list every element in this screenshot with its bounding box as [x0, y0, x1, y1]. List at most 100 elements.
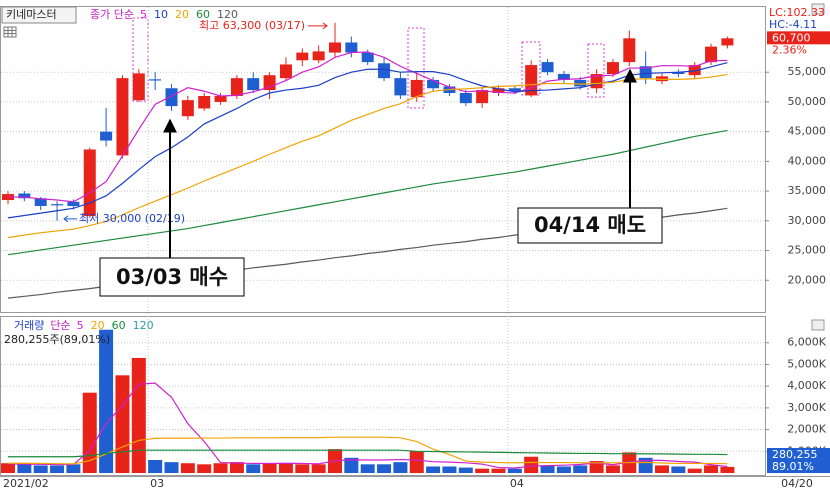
y-tick-label: 40,000 [788, 154, 827, 167]
volume-bar [17, 464, 32, 473]
price-panel-frame [0, 6, 766, 313]
volume-bar [687, 468, 702, 473]
low-note-arrow [63, 215, 78, 223]
candle-body [394, 78, 407, 96]
volume-legend-value: 280,255주(89,01%) [4, 333, 110, 346]
candle-body [149, 79, 162, 81]
volume-bar [197, 464, 212, 473]
legend-title: 거래량 [14, 319, 44, 332]
volume-bar [442, 466, 457, 473]
candle-body [116, 78, 129, 156]
high-note-arrow [308, 22, 328, 30]
volume-bar [131, 357, 146, 473]
legend-entry: 60 [196, 8, 210, 21]
ma-line [7, 129, 728, 256]
candle-body [508, 88, 521, 92]
candle-body [672, 72, 685, 74]
sell-callout-text: 04/14 매도 [534, 213, 646, 237]
ma-line [8, 51, 728, 203]
candle-body [427, 79, 440, 89]
volume-bar [180, 463, 195, 473]
candle-body [198, 95, 211, 109]
volume-bar [1, 463, 15, 473]
y-tick-label: 45,000 [788, 125, 827, 138]
chart-title: 키네마스터 [6, 8, 57, 21]
last-date-label: 04/20 [781, 477, 813, 490]
signal-box [407, 27, 425, 109]
volume-bar [377, 464, 392, 473]
volume-pct-label: 89.01% [772, 460, 814, 473]
y-tick-label: 20,000 [788, 273, 827, 286]
signal-box [132, 17, 149, 102]
candle-body [230, 78, 243, 96]
hc-label: HC:-4.11 [769, 18, 817, 31]
window-button[interactable] [811, 319, 825, 331]
legend-entry: 60 [112, 319, 126, 332]
legend-label: 단순 [50, 319, 70, 332]
volume-bar [605, 465, 620, 473]
volume-bar [229, 462, 244, 473]
volume-bar [360, 464, 375, 473]
volume-bar [638, 457, 653, 473]
candle-body [132, 73, 145, 101]
ma-line [8, 436, 728, 465]
x-tick-label: 03 [150, 477, 164, 490]
candle-body [378, 63, 391, 79]
legend-entry: 10 [154, 8, 168, 21]
x-tick-label: 2021/02 [3, 477, 49, 490]
last-price-box [767, 31, 830, 45]
volume-bar [278, 463, 293, 473]
ma-line [7, 73, 728, 239]
volume-bar [409, 451, 424, 473]
volume-bar [99, 329, 114, 473]
candle-body [361, 52, 374, 63]
high-note: 최고 63,300 (03/17) [199, 19, 305, 32]
candle-body [639, 66, 652, 79]
volume-bar [507, 468, 522, 473]
candle-body [606, 62, 619, 74]
candle-body [410, 79, 423, 98]
candle-body [688, 65, 701, 76]
candle-body [83, 149, 96, 217]
volume-bar [344, 457, 359, 473]
title-box [1, 6, 77, 24]
volume-bar [33, 465, 48, 473]
y-tick-label: 2,000K [787, 423, 826, 436]
volume-bar [164, 462, 179, 473]
candle-body [492, 88, 505, 94]
candle-body [541, 62, 554, 73]
volume-bar [573, 465, 588, 473]
candle-body [67, 201, 80, 206]
volume-bar [148, 459, 163, 473]
candle-body [721, 38, 734, 46]
candle-body [525, 65, 538, 96]
last-price-label: 60,700 [772, 31, 811, 44]
volume-bar [556, 466, 571, 473]
grid-icon[interactable] [3, 26, 17, 38]
candle-body [165, 88, 178, 107]
candle-body [459, 93, 472, 104]
candle-body [623, 38, 636, 63]
ma-line [8, 449, 728, 458]
y-tick-label: 6,000K [787, 336, 826, 349]
candle-body [574, 79, 587, 87]
volume-bar [262, 463, 277, 473]
volume-bar [524, 456, 539, 473]
candle-body [329, 42, 341, 53]
legend-entry: 5 [77, 319, 84, 332]
buy-callout-text: 03/03 매수 [116, 265, 228, 289]
volume-bar [295, 464, 310, 473]
volume-bar [491, 468, 506, 473]
candle-body [279, 64, 292, 79]
signal-box [587, 43, 605, 98]
volume-bar [655, 465, 669, 473]
window-button[interactable] [811, 3, 825, 15]
candle-body [181, 100, 194, 117]
candle-body [705, 46, 718, 63]
candle-body [312, 51, 325, 61]
volume-panel-frame [0, 316, 766, 476]
low-note: 최저 30,000 (02/19) [79, 212, 185, 225]
y-tick-label: 50,000 [788, 95, 827, 108]
buy-callout [99, 257, 245, 297]
candle-body [247, 78, 260, 91]
